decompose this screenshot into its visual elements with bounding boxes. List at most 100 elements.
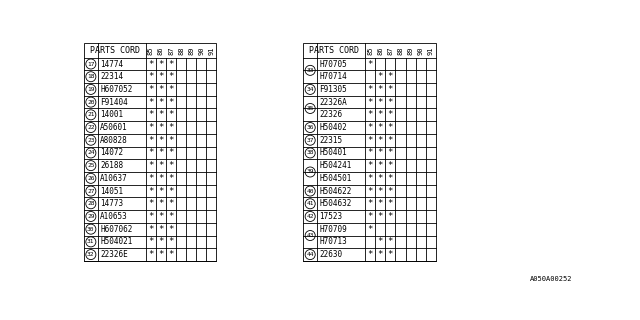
Text: *: * (158, 237, 164, 246)
Text: H70709: H70709 (319, 225, 348, 234)
Text: *: * (148, 123, 154, 132)
Text: H504622: H504622 (319, 187, 352, 196)
Text: A50601: A50601 (100, 123, 128, 132)
Text: A050A00252: A050A00252 (530, 276, 572, 282)
Text: *: * (158, 212, 164, 221)
Text: 29: 29 (87, 214, 95, 219)
Text: *: * (367, 136, 373, 145)
Text: *: * (367, 148, 373, 157)
Text: 25: 25 (87, 163, 95, 168)
Text: *: * (388, 250, 393, 259)
Text: *: * (388, 72, 393, 81)
Text: 37: 37 (307, 138, 314, 143)
Text: H607052: H607052 (100, 85, 132, 94)
Text: 30: 30 (87, 227, 95, 232)
Text: *: * (378, 136, 383, 145)
Text: 36: 36 (307, 125, 314, 130)
Text: *: * (158, 85, 164, 94)
Text: 17523: 17523 (319, 212, 342, 221)
Text: *: * (148, 148, 154, 157)
Text: *: * (148, 174, 154, 183)
Text: 23: 23 (87, 138, 95, 143)
Text: 14774: 14774 (100, 60, 124, 68)
Text: H50402: H50402 (319, 123, 348, 132)
Text: H50401: H50401 (319, 148, 348, 157)
Text: 26: 26 (87, 176, 95, 181)
Text: 26188: 26188 (100, 161, 124, 170)
Text: *: * (378, 98, 383, 107)
Text: *: * (148, 85, 154, 94)
Text: 38: 38 (307, 150, 314, 156)
Text: H607062: H607062 (100, 225, 132, 234)
Text: A10653: A10653 (100, 212, 128, 221)
Text: 90: 90 (198, 46, 204, 55)
Text: *: * (148, 110, 154, 119)
Text: 35: 35 (307, 106, 314, 111)
Text: *: * (168, 237, 173, 246)
Text: 91: 91 (209, 46, 214, 55)
Text: *: * (378, 237, 383, 246)
Text: *: * (158, 136, 164, 145)
Text: *: * (148, 98, 154, 107)
Text: *: * (367, 199, 373, 208)
Text: 19: 19 (87, 87, 95, 92)
Text: 20: 20 (87, 100, 95, 105)
Text: *: * (367, 225, 373, 234)
Text: *: * (378, 72, 383, 81)
Text: *: * (388, 237, 393, 246)
Text: *: * (378, 85, 383, 94)
Text: *: * (148, 60, 154, 68)
Text: 42: 42 (307, 214, 314, 219)
Text: 14001: 14001 (100, 110, 124, 119)
Text: 88: 88 (397, 46, 403, 55)
Text: 22326E: 22326E (100, 250, 128, 259)
Text: 44: 44 (307, 252, 314, 257)
Text: 22326A: 22326A (319, 98, 348, 107)
Text: 88: 88 (178, 46, 184, 55)
Text: H70714: H70714 (319, 72, 348, 81)
Text: 17: 17 (87, 61, 95, 67)
Text: 31: 31 (87, 239, 95, 244)
Text: 89: 89 (188, 46, 194, 55)
Text: *: * (388, 123, 393, 132)
Text: *: * (148, 187, 154, 196)
Text: 22630: 22630 (319, 250, 342, 259)
Text: H504632: H504632 (319, 199, 352, 208)
Text: *: * (378, 148, 383, 157)
Text: *: * (367, 174, 373, 183)
Text: *: * (148, 199, 154, 208)
Text: PARTS CORD: PARTS CORD (309, 46, 359, 55)
Text: *: * (367, 85, 373, 94)
Text: *: * (388, 85, 393, 94)
Text: F91305: F91305 (319, 85, 348, 94)
Text: 85: 85 (148, 46, 154, 55)
Text: *: * (168, 123, 173, 132)
Text: *: * (168, 110, 173, 119)
Text: *: * (158, 110, 164, 119)
Text: *: * (158, 250, 164, 259)
Text: *: * (158, 174, 164, 183)
Text: 18: 18 (87, 74, 95, 79)
Text: F91404: F91404 (100, 98, 128, 107)
Text: *: * (378, 187, 383, 196)
Text: *: * (168, 148, 173, 157)
Text: 24: 24 (87, 150, 95, 156)
Text: 86: 86 (378, 46, 383, 55)
Text: *: * (367, 123, 373, 132)
Text: *: * (367, 98, 373, 107)
Text: *: * (388, 199, 393, 208)
Text: 14072: 14072 (100, 148, 124, 157)
Text: *: * (367, 187, 373, 196)
Text: 85: 85 (367, 46, 373, 55)
Text: *: * (388, 148, 393, 157)
Text: A10637: A10637 (100, 174, 128, 183)
Text: 86: 86 (158, 46, 164, 55)
Text: 27: 27 (87, 188, 95, 194)
Text: *: * (168, 187, 173, 196)
Text: H70713: H70713 (319, 237, 348, 246)
Text: *: * (168, 250, 173, 259)
Text: PARTS CORD: PARTS CORD (90, 46, 140, 55)
Text: *: * (148, 250, 154, 259)
Text: *: * (158, 148, 164, 157)
Text: *: * (367, 212, 373, 221)
